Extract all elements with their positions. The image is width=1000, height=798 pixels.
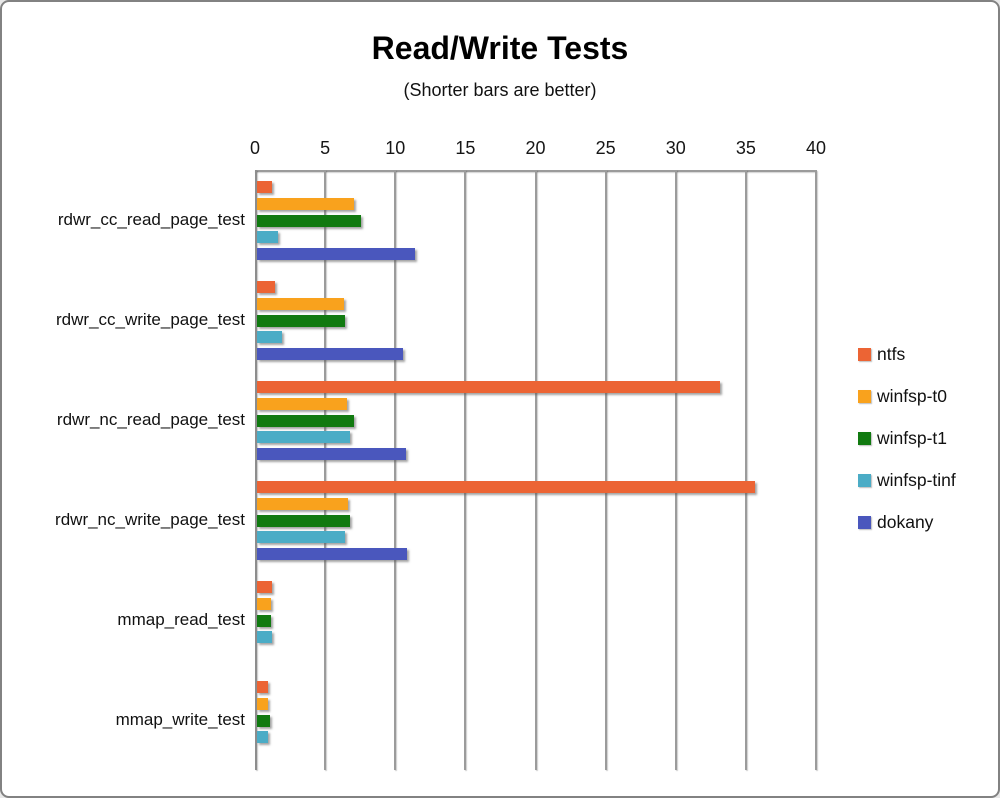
bar-dokany (257, 348, 403, 361)
gridline (464, 170, 467, 770)
legend-label: winfsp-t0 (877, 385, 948, 406)
legend-item-winfsp-tinf: winfsp-tinf (858, 459, 956, 501)
category-label: mmap_write_test (115, 710, 245, 729)
x-tick-label: 40 (805, 138, 827, 158)
gridline (674, 170, 677, 770)
legend-item-winfsp-t0: winfsp-t0 (858, 375, 956, 417)
legend-swatch-icon (858, 347, 871, 361)
chart-subtitle: (Shorter bars are better) (403, 80, 597, 100)
bar-winfsp-t0 (257, 197, 354, 210)
x-tick-label: 0 (249, 138, 260, 158)
legend-label: winfsp-t1 (877, 427, 948, 448)
gridline (744, 170, 747, 770)
x-tick-label: 25 (595, 138, 616, 158)
bar-dokany (257, 248, 416, 261)
bar-winfsp-t1 (257, 314, 346, 327)
category-label: rdwr_cc_write_page_test (56, 310, 245, 329)
bar-winfsp-t0 (257, 597, 272, 610)
legend-swatch-icon (858, 515, 871, 529)
bar-dokany (257, 448, 406, 461)
bar-ntfs (257, 281, 276, 293)
category-label: mmap_read_test (117, 610, 245, 629)
legend-swatch-icon (858, 389, 871, 403)
bar-winfsp-t1 (257, 614, 272, 627)
bar-winfsp-t1 (257, 714, 270, 727)
category-label: rdwr_cc_read_page_test (57, 210, 245, 229)
category-label: rdwr_nc_write_page_test (55, 510, 245, 529)
bar-dokany (257, 548, 408, 561)
bar-winfsp-tinf (257, 631, 273, 644)
bar-winfsp-tinf (257, 431, 350, 444)
gridline (324, 170, 327, 770)
bar-winfsp-tinf (257, 231, 279, 244)
bar-winfsp-tinf (257, 531, 346, 544)
chart-title: Read/Write Tests (371, 30, 629, 66)
bar-ntfs (257, 481, 755, 493)
x-tick-label: 20 (525, 138, 546, 158)
bar-winfsp-tinf (257, 331, 283, 344)
bar-ntfs (257, 581, 273, 593)
legend-item-winfsp-t1: winfsp-t1 (858, 417, 956, 459)
bar-ntfs (257, 181, 273, 193)
gridline (815, 170, 817, 770)
legend-item-ntfs: ntfs (858, 333, 956, 375)
bar-winfsp-t0 (257, 297, 344, 310)
bar-ntfs (257, 681, 269, 693)
legend-swatch-icon (858, 431, 871, 445)
category-label: rdwr_nc_read_page_test (56, 410, 245, 429)
legend-item-dokany: dokany (858, 501, 956, 543)
legend: ntfs winfsp-t0 winfsp-t1 winfsp-tinf dokany (858, 333, 956, 543)
x-tick-label: 15 (455, 138, 476, 158)
bar-winfsp-t0 (257, 697, 269, 710)
bar-ntfs (257, 381, 720, 393)
legend-label: winfsp-tinf (877, 469, 956, 490)
bar-winfsp-tinf (257, 731, 269, 744)
legend-label: dokany (877, 511, 934, 532)
bar-winfsp-t1 (257, 414, 354, 427)
bar-winfsp-t1 (257, 214, 361, 227)
bar-winfsp-t0 (257, 397, 347, 410)
gridline (394, 170, 397, 770)
legend-swatch-icon (858, 473, 871, 487)
gridline (534, 170, 537, 770)
x-tick-label: 5 (320, 138, 331, 158)
gridline (604, 170, 607, 770)
bar-winfsp-t1 (257, 514, 350, 527)
y-axis-line (255, 170, 257, 770)
x-tick-label: 35 (735, 138, 756, 158)
bar-winfsp-t0 (257, 497, 349, 510)
legend-label: ntfs (877, 343, 906, 364)
x-tick-label: 30 (665, 138, 686, 158)
x-tick-label: 10 (385, 138, 406, 158)
